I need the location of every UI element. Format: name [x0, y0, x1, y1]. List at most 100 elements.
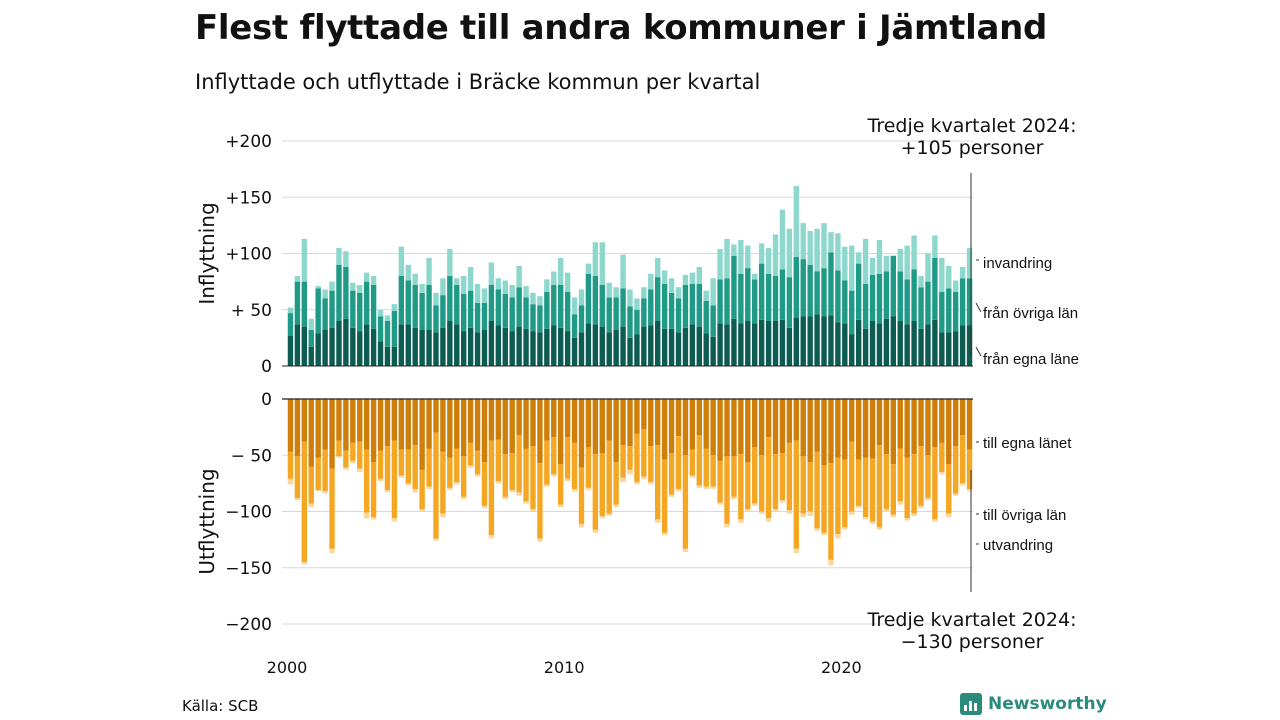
bar-utvandring — [876, 527, 883, 530]
bar-ut_egna — [620, 399, 626, 446]
bar-ut_ovriga — [530, 446, 536, 510]
bar-ut_ovriga — [488, 440, 495, 536]
bar-utvandring — [363, 512, 370, 519]
bar-ovriga — [828, 252, 834, 316]
bar-ut_egna — [952, 399, 959, 447]
bar-egna — [301, 326, 308, 367]
bar-utvandring — [467, 465, 474, 468]
bar-ut_ovriga — [287, 451, 294, 479]
bar-ovriga — [627, 306, 633, 338]
bar-egna — [516, 326, 522, 367]
bar-ut_egna — [523, 399, 529, 449]
bar-egna — [800, 316, 806, 366]
bar-utvandring — [952, 493, 959, 496]
bar-ut_ovriga — [571, 442, 578, 490]
bar-utvandring — [516, 492, 522, 496]
bar-invandring — [370, 276, 377, 285]
bar-ut_egna — [904, 399, 910, 458]
bar-ut_egna — [474, 399, 481, 451]
bar-ut_ovriga — [578, 467, 585, 524]
bar-utvandring — [655, 519, 661, 523]
bar-ut_egna — [765, 399, 772, 438]
bar-ut_egna — [946, 399, 952, 465]
bar-invandring — [558, 258, 564, 285]
bar-invandring — [336, 247, 342, 265]
bar-invandring — [904, 245, 910, 280]
bar-ut_ovriga — [890, 464, 897, 515]
bar-egna — [620, 326, 626, 367]
bar-utvandring — [911, 513, 917, 516]
bar-ovriga — [488, 285, 495, 321]
bar-ut_ovriga — [752, 447, 758, 504]
bar-ovriga — [606, 297, 612, 333]
bar-egna — [343, 318, 349, 366]
bar-invandring — [883, 255, 890, 272]
bar-egna — [696, 326, 702, 367]
bar-invandring — [599, 242, 605, 285]
y-tick-label: +100 — [225, 245, 272, 265]
bar-utvandring — [648, 482, 654, 485]
bar-utvandring — [509, 490, 515, 493]
y-tick-label: 0 — [261, 357, 272, 377]
bar-utvandring — [301, 562, 308, 565]
bar-ut_egna — [814, 399, 820, 452]
bar-ut_egna — [675, 399, 682, 437]
bar-utvandring — [571, 489, 578, 492]
bar-ut_ovriga — [523, 448, 529, 502]
bar-invandring — [959, 267, 966, 279]
bar-egna — [675, 332, 682, 366]
bar-utvandring — [779, 500, 786, 503]
bar-invandring — [537, 296, 543, 306]
bar-invandring — [807, 231, 813, 265]
bar-egna — [745, 321, 751, 366]
bar-ut_egna — [516, 399, 522, 435]
bar-egna — [821, 316, 827, 366]
bar-egna — [530, 331, 536, 367]
bar-egna — [447, 321, 453, 366]
bar-ut_egna — [495, 399, 502, 440]
bar-ut_egna — [419, 399, 425, 470]
bar-utvandring — [627, 469, 633, 475]
bar-ovriga — [329, 290, 335, 328]
bar-ovriga — [752, 279, 758, 324]
bar-egna — [426, 330, 432, 366]
y-tick-label: −100 — [225, 503, 272, 523]
bar-utvandring — [343, 467, 349, 470]
y-tick-label: +200 — [225, 132, 272, 152]
bar-invandring — [675, 287, 682, 299]
bar-utvandring — [599, 516, 605, 519]
bar-ut_egna — [398, 399, 405, 450]
bar-ut_ovriga — [460, 456, 467, 497]
bar-ut_ovriga — [862, 457, 869, 518]
bar-invandring — [641, 287, 647, 299]
bar-ut_egna — [301, 399, 308, 442]
bar-ovriga — [855, 263, 862, 320]
bar-ut_ovriga — [343, 450, 349, 468]
bar-utvandring — [745, 509, 751, 512]
bar-utvandring — [558, 504, 564, 507]
bar-ovriga — [765, 273, 772, 321]
bar-egna — [474, 332, 481, 366]
bar-ut_egna — [537, 399, 543, 464]
bar-egna — [433, 332, 439, 366]
bar-utvandring — [932, 519, 938, 522]
bar-ut_egna — [862, 399, 869, 458]
bar-utvandring — [294, 498, 301, 501]
bar-egna — [488, 321, 495, 366]
bar-ovriga — [516, 287, 522, 327]
bar-ut_ovriga — [786, 442, 793, 511]
bar-egna — [551, 325, 557, 366]
bar-ovriga — [460, 294, 467, 332]
bar-utvandring — [946, 513, 952, 518]
bar-ovriga — [481, 303, 488, 330]
bar-ut_egna — [377, 399, 384, 451]
bar-egna — [835, 322, 841, 367]
bar-invandring — [724, 238, 730, 279]
bar-ovriga — [724, 278, 730, 325]
bar-invandring — [634, 298, 640, 310]
bar-ut_egna — [786, 399, 793, 443]
bar-invandring — [772, 234, 779, 277]
brand[interactable]: Newsworthy — [960, 693, 1107, 715]
bar-invandring — [454, 278, 460, 285]
bar-ovriga — [357, 292, 363, 332]
